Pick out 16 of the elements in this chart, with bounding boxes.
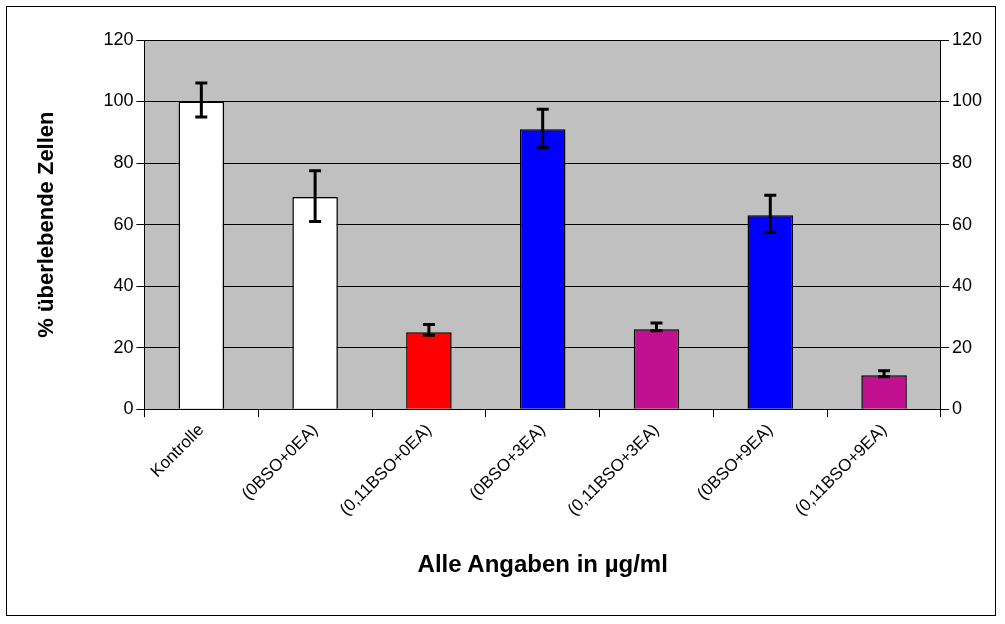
y-tick-label: 60: [113, 213, 134, 234]
y-axis-title: % überlebende Zellen: [33, 111, 59, 338]
y-tick-label: 120: [103, 28, 134, 49]
y2-tick-label: 40: [951, 275, 972, 296]
y2-tick-label: 20: [951, 336, 972, 357]
y-tick-label: 20: [113, 336, 134, 357]
y-tick-label: 0: [123, 398, 134, 419]
y2-tick-label: 0: [951, 398, 962, 419]
x-axis-title: Alle Angaben in µg/ml: [417, 550, 668, 578]
y2-tick-label: 80: [951, 152, 972, 173]
y-tick-label: 80: [113, 152, 134, 173]
y2-tick-label: 120: [951, 28, 983, 49]
y2-tick-label: 100: [951, 90, 983, 111]
y-tick-label: 40: [113, 275, 134, 296]
y2-tick-label: 60: [951, 213, 972, 234]
y-tick-label: 100: [103, 90, 134, 111]
